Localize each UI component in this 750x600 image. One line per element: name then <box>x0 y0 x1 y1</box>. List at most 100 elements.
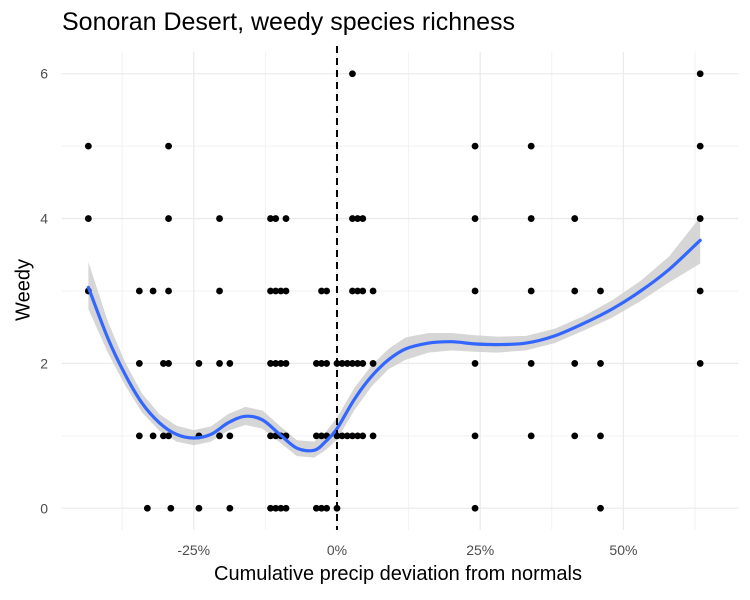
data-point <box>267 432 274 440</box>
data-point <box>226 504 234 512</box>
data-point <box>471 215 479 222</box>
data-point <box>165 215 172 222</box>
data-point <box>226 432 234 440</box>
data-point <box>349 287 356 295</box>
data-point <box>318 360 325 367</box>
data-point <box>354 360 362 367</box>
data-point <box>369 360 377 367</box>
data-point <box>216 287 223 295</box>
data-point <box>323 504 331 512</box>
data-point <box>272 360 280 367</box>
data-point <box>277 287 285 295</box>
chart-title: Sonoran Desert, weedy species richness <box>62 8 516 36</box>
data-point <box>571 432 579 440</box>
data-point <box>323 360 331 367</box>
data-point <box>282 287 290 295</box>
data-point <box>359 287 367 295</box>
data-point <box>349 70 356 78</box>
data-point <box>143 504 151 512</box>
data-point <box>597 287 604 295</box>
data-point <box>160 432 167 440</box>
data-point <box>165 432 172 440</box>
data-point <box>318 504 325 512</box>
x-tick-label: 50% <box>609 542 637 558</box>
x-tick-label: 25% <box>466 542 494 558</box>
data-point <box>338 432 346 440</box>
data-point <box>696 287 704 295</box>
data-point <box>354 432 362 440</box>
data-point <box>84 142 92 150</box>
data-point <box>471 287 479 295</box>
data-point <box>349 215 356 222</box>
data-point <box>267 504 274 512</box>
data-point <box>571 360 579 367</box>
data-point <box>165 142 172 150</box>
data-point <box>343 360 351 367</box>
data-point <box>149 432 157 440</box>
data-point <box>369 287 377 295</box>
x-tick-label: 0% <box>327 542 347 558</box>
data-point <box>349 432 356 440</box>
data-point <box>277 504 285 512</box>
data-point <box>84 215 92 222</box>
data-point <box>272 215 280 222</box>
data-point <box>354 215 362 222</box>
data-point <box>282 215 290 222</box>
data-point <box>527 432 535 440</box>
data-point <box>696 360 704 367</box>
data-point <box>165 287 172 295</box>
tick-label-layer: -25% 0% 25% 50% 0 2 4 6 <box>40 66 637 558</box>
data-point <box>527 287 535 295</box>
y-tick-label: 0 <box>40 500 48 516</box>
data-point <box>160 360 167 367</box>
data-point <box>318 287 325 295</box>
data-point <box>318 432 325 440</box>
data-point <box>267 360 274 367</box>
data-point <box>216 215 223 222</box>
data-point <box>135 287 143 295</box>
data-point <box>349 360 356 367</box>
smooth-line-layer <box>86 238 702 453</box>
data-point <box>216 432 223 440</box>
confidence-ribbon <box>88 217 701 458</box>
data-point <box>135 432 143 440</box>
data-point <box>135 360 143 367</box>
data-point <box>272 287 280 295</box>
data-point <box>267 287 274 295</box>
data-point <box>195 504 203 512</box>
data-point <box>471 432 479 440</box>
data-point <box>696 215 704 222</box>
data-point <box>696 142 704 150</box>
data-point <box>471 360 479 367</box>
data-point <box>338 360 346 367</box>
y-tick-label: 2 <box>40 355 48 371</box>
data-point <box>571 215 579 222</box>
data-point <box>282 504 290 512</box>
x-tick-label: -25% <box>177 542 210 558</box>
data-point <box>571 287 579 295</box>
data-point <box>597 504 604 512</box>
confidence-ribbon-layer <box>88 217 701 458</box>
smooth-line <box>86 238 702 453</box>
y-tick-label: 4 <box>40 211 48 227</box>
data-point <box>527 360 535 367</box>
data-point <box>277 360 285 367</box>
data-point <box>359 432 367 440</box>
data-point <box>696 70 704 78</box>
data-point <box>359 360 367 367</box>
x-axis-label: Cumulative precip deviation from normals <box>214 563 582 585</box>
data-point <box>272 504 280 512</box>
data-point <box>167 504 175 512</box>
data-point <box>312 360 320 367</box>
data-point <box>149 287 157 295</box>
data-point <box>354 287 362 295</box>
data-point <box>282 360 290 367</box>
data-point <box>323 287 331 295</box>
data-point <box>597 360 604 367</box>
data-point <box>195 360 203 367</box>
data-point <box>312 504 320 512</box>
data-point <box>597 432 604 440</box>
y-tick-label: 6 <box>40 66 48 82</box>
data-point <box>312 432 320 440</box>
